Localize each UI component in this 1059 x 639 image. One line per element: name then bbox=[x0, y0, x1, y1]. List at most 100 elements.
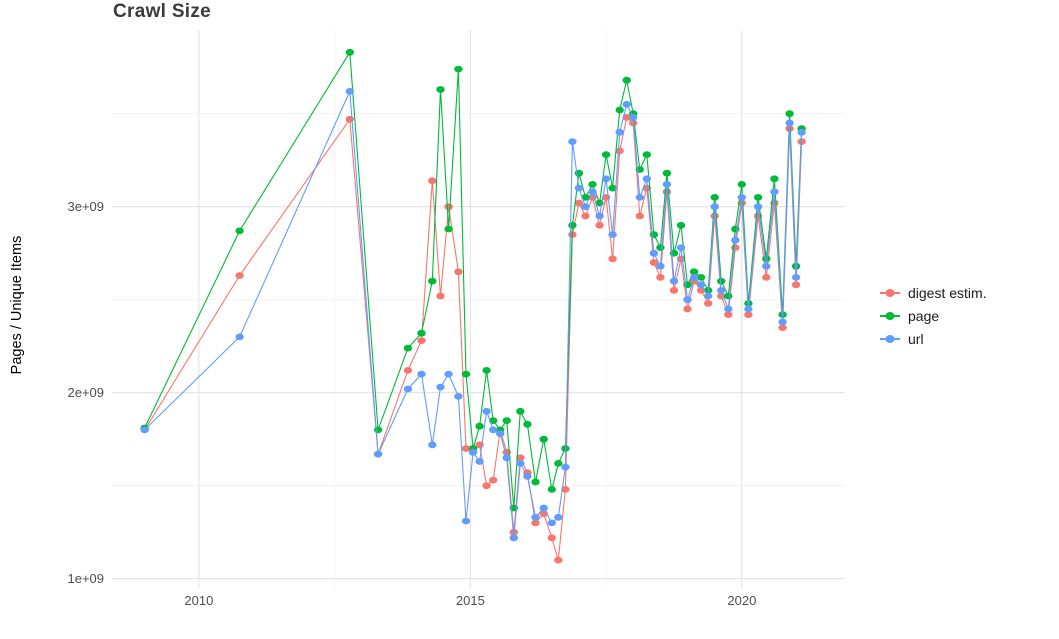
data-point bbox=[696, 281, 706, 289]
data-point bbox=[689, 274, 699, 281]
data-point bbox=[345, 88, 354, 95]
data-point bbox=[561, 463, 570, 471]
data-point bbox=[635, 194, 644, 201]
data-point bbox=[489, 476, 498, 484]
data-point bbox=[601, 175, 611, 183]
data-point bbox=[461, 370, 471, 378]
data-point bbox=[523, 420, 532, 428]
data-point bbox=[615, 128, 624, 136]
data-point bbox=[717, 287, 726, 294]
data-point bbox=[656, 274, 665, 281]
data-point bbox=[403, 385, 413, 393]
data-point bbox=[656, 244, 665, 252]
data-point bbox=[531, 519, 540, 527]
data-point bbox=[489, 417, 498, 424]
data-point bbox=[496, 430, 505, 437]
data-point bbox=[622, 101, 631, 108]
data-point bbox=[744, 305, 753, 313]
data-point bbox=[608, 184, 617, 192]
legend-item-page: page bbox=[880, 308, 987, 324]
data-point bbox=[539, 435, 548, 443]
data-point bbox=[516, 407, 525, 415]
data-point bbox=[669, 287, 679, 294]
legend-label-page: page bbox=[908, 308, 940, 324]
data-point bbox=[454, 268, 463, 276]
data-point bbox=[622, 114, 631, 121]
data-point bbox=[475, 458, 484, 465]
data-point bbox=[531, 478, 540, 486]
legend-key-url-icon bbox=[880, 332, 900, 346]
data-point bbox=[568, 221, 577, 229]
data-point bbox=[770, 188, 779, 196]
data-point bbox=[791, 274, 801, 281]
data-point bbox=[581, 212, 590, 220]
data-point bbox=[502, 417, 511, 424]
data-point bbox=[235, 333, 244, 341]
data-point bbox=[140, 426, 149, 434]
data-point bbox=[588, 188, 597, 196]
data-point bbox=[762, 255, 771, 263]
data-point bbox=[710, 194, 719, 201]
data-point bbox=[373, 450, 383, 458]
x-tick-label: 2015 bbox=[456, 593, 485, 608]
data-point bbox=[588, 181, 597, 188]
data-point bbox=[436, 383, 445, 391]
data-point bbox=[454, 65, 463, 73]
data-point bbox=[649, 231, 659, 239]
data-point bbox=[696, 274, 706, 281]
legend-label-url: url bbox=[908, 331, 924, 347]
y-tick-label: 1e+09 bbox=[67, 571, 104, 586]
data-point bbox=[581, 194, 590, 201]
data-point bbox=[454, 393, 463, 400]
data-point bbox=[581, 203, 590, 211]
data-point bbox=[785, 110, 794, 118]
chart-title: Crawl Size bbox=[113, 1, 212, 22]
legend: digest estim. page url bbox=[880, 285, 987, 347]
data-point bbox=[502, 454, 511, 462]
data-point bbox=[547, 534, 556, 542]
data-point bbox=[444, 370, 453, 378]
legend-key-digest-icon bbox=[880, 286, 900, 300]
data-point bbox=[461, 517, 471, 525]
data-point bbox=[649, 249, 659, 257]
data-point bbox=[345, 115, 354, 123]
data-point bbox=[554, 513, 563, 521]
data-point bbox=[717, 277, 726, 285]
data-point bbox=[683, 296, 692, 304]
data-point bbox=[428, 177, 437, 185]
data-point bbox=[683, 305, 692, 313]
data-point bbox=[539, 504, 548, 512]
data-point bbox=[649, 259, 659, 266]
legend-label-digest: digest estim. bbox=[908, 285, 987, 301]
data-point bbox=[554, 556, 563, 564]
data-point bbox=[554, 460, 563, 467]
data-point bbox=[574, 184, 584, 192]
x-tick-label: 2020 bbox=[727, 593, 756, 608]
data-point bbox=[468, 448, 478, 456]
data-point bbox=[547, 486, 556, 493]
data-point bbox=[753, 194, 763, 201]
series-line-digestestim bbox=[144, 116, 803, 561]
data-point bbox=[461, 445, 471, 452]
data-point bbox=[417, 337, 426, 344]
data-point bbox=[662, 169, 672, 177]
data-point bbox=[731, 225, 740, 233]
data-point bbox=[629, 114, 638, 121]
y-axis-title: Pages / Unique Items bbox=[9, 235, 25, 375]
data-point bbox=[797, 128, 806, 136]
legend-item-digest: digest estim. bbox=[880, 285, 987, 301]
data-point bbox=[731, 236, 740, 244]
data-point bbox=[482, 367, 491, 374]
data-point bbox=[791, 281, 801, 289]
data-point bbox=[704, 300, 713, 307]
data-point bbox=[724, 292, 733, 300]
data-point bbox=[710, 203, 719, 211]
data-point bbox=[482, 407, 491, 415]
data-point bbox=[615, 147, 624, 155]
data-point bbox=[403, 367, 413, 374]
data-point bbox=[373, 426, 383, 434]
data-point bbox=[762, 262, 771, 270]
data-point bbox=[436, 86, 445, 93]
data-point bbox=[622, 76, 631, 84]
